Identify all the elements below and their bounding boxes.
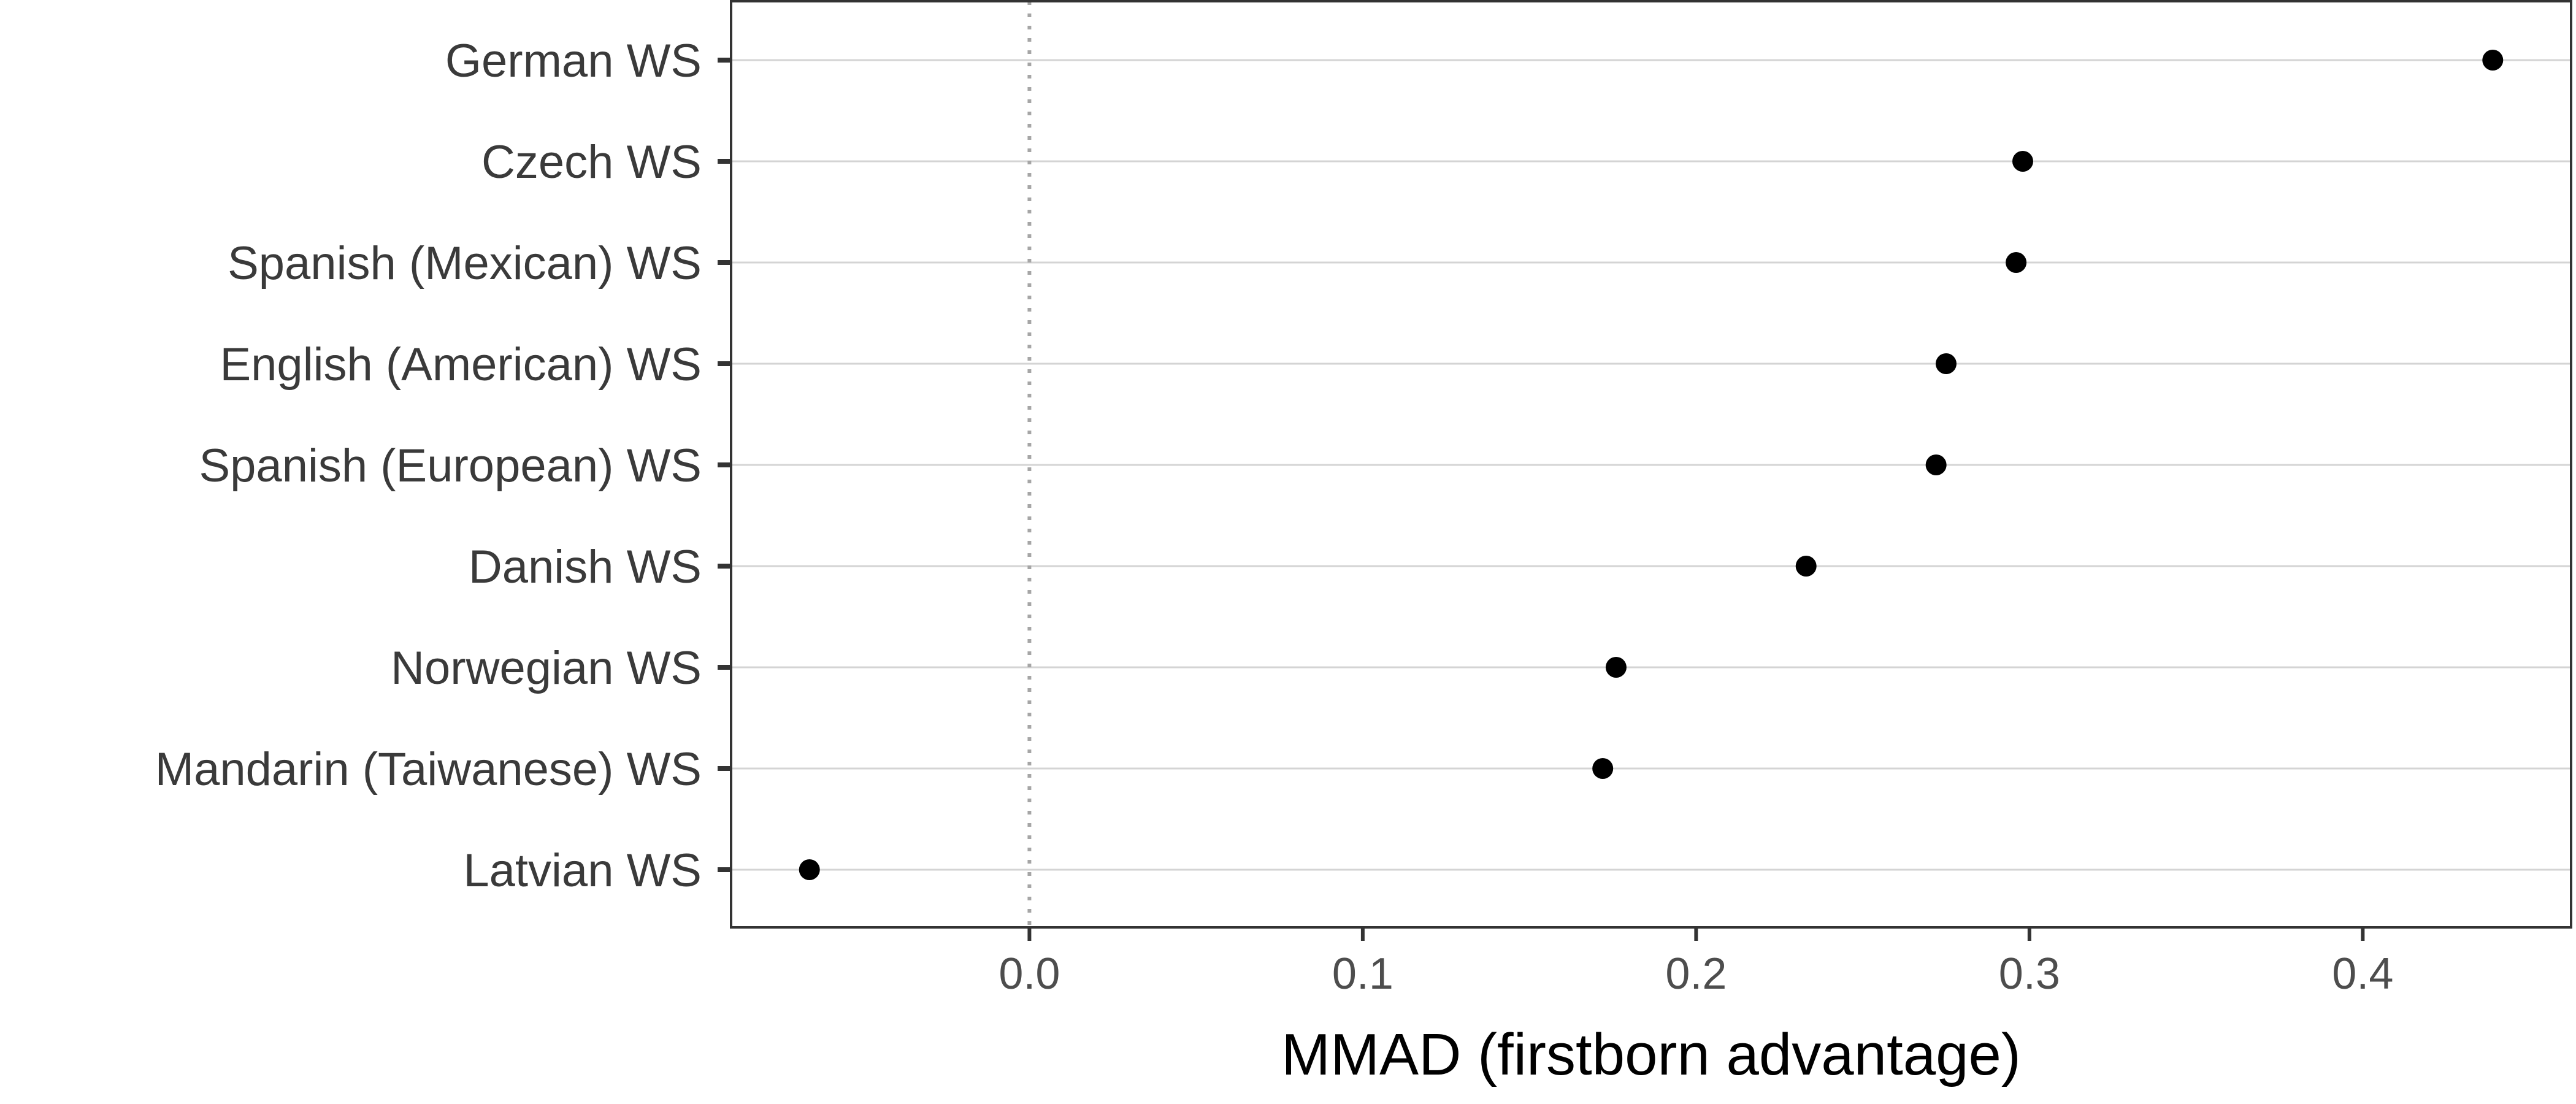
data-point (2482, 50, 2504, 71)
data-point (1605, 657, 1627, 678)
x-tick-label: 0.4 (2332, 949, 2393, 999)
gridlines (731, 59, 2571, 871)
x-axis-tick-labels: 0.0 0.1 0.2 0.3 0.4 (999, 949, 2393, 999)
x-axis-ticks (1027, 927, 2365, 941)
data-point (799, 859, 820, 880)
category-label: Norwegian WS (391, 642, 702, 694)
data-point (1795, 556, 1817, 577)
category-label: Spanish (Mexican) WS (228, 237, 702, 289)
x-tick-label: 0.2 (1665, 949, 1727, 999)
y-axis-ticks (718, 58, 731, 872)
data-point (1925, 454, 1947, 475)
y-axis-category-labels: German WS Czech WS Spanish (Mexican) WS Eng… (155, 35, 702, 897)
category-label: English (American) WS (220, 339, 702, 391)
category-label: Danish WS (469, 541, 702, 593)
x-tick-label: 0.0 (999, 949, 1060, 999)
data-point (2012, 151, 2033, 172)
category-label: Spanish (European) WS (199, 440, 702, 492)
x-axis-title: MMAD (firstborn advantage) (1281, 1022, 2021, 1087)
category-label: Mandarin (Taiwanese) WS (155, 743, 702, 795)
data-point (2006, 252, 2027, 273)
category-label: Latvian WS (463, 845, 702, 897)
data-point (1935, 353, 1957, 374)
x-tick-label: 0.1 (1332, 949, 1393, 999)
category-label: German WS (445, 35, 702, 87)
data-point (1592, 758, 1614, 779)
category-label: Czech WS (481, 136, 702, 188)
x-tick-label: 0.3 (1999, 949, 2060, 999)
data-points (799, 50, 2504, 880)
